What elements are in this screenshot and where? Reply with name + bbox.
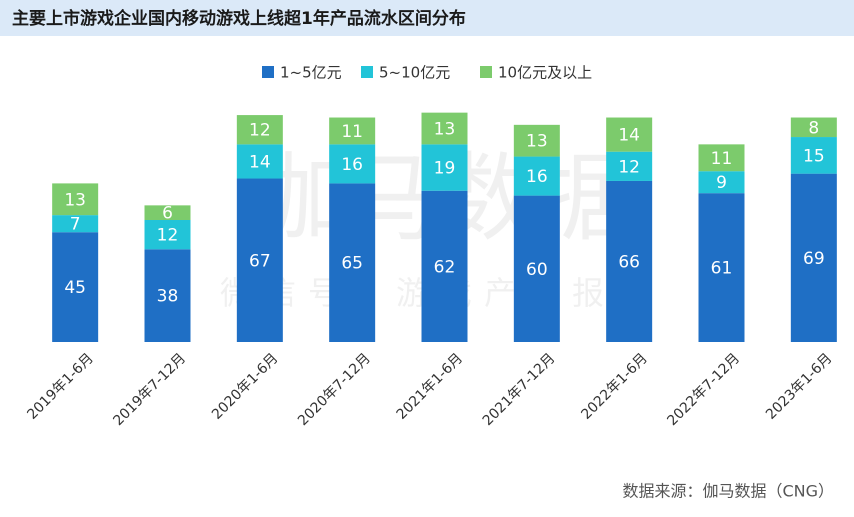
value-label: 13 [434, 120, 456, 140]
legend-label: 5~10亿元 [379, 64, 450, 82]
bar-segment [144, 205, 191, 220]
chart-title: 主要上市游戏企业国内移动游戏上线超1年产品流水区间分布 [12, 8, 466, 29]
bar-segment [329, 183, 376, 342]
value-label: 13 [64, 190, 86, 210]
bar-segment [236, 144, 283, 179]
value-label: 15 [803, 146, 825, 166]
x-tick-label: 2021年1-6月 [394, 350, 466, 422]
value-label: 11 [341, 122, 363, 142]
value-label: 60 [526, 260, 548, 280]
value-label: 9 [716, 173, 727, 193]
value-label: 13 [526, 132, 548, 152]
bar-segment [606, 180, 653, 342]
bar-segment [144, 249, 191, 342]
legend-label: 10亿元及以上 [498, 64, 592, 82]
value-label: 19 [434, 159, 456, 179]
bar-segment [421, 144, 468, 191]
x-tick-label: 2019年1-6月 [24, 350, 96, 422]
value-label: 45 [64, 278, 86, 298]
value-label: 12 [249, 121, 271, 141]
value-label: 12 [618, 157, 640, 177]
value-label: 7 [70, 215, 81, 235]
bar-segment [513, 195, 560, 342]
bar-segment [790, 173, 837, 342]
x-tick-label: 2020年1-6月 [209, 350, 281, 422]
bar-segment [144, 220, 191, 250]
bar-segment [698, 171, 745, 194]
legend-swatch [480, 66, 492, 78]
value-label: 11 [711, 149, 733, 169]
value-label: 16 [526, 167, 548, 187]
bar-segment [236, 115, 283, 145]
x-tick-label: 2019年7-12月 [110, 350, 189, 429]
value-label: 38 [157, 287, 179, 307]
x-tick-label: 2023年1-6月 [763, 350, 835, 422]
x-tick-label: 2022年7-12月 [664, 350, 743, 429]
value-label: 69 [803, 249, 825, 269]
value-label: 61 [711, 259, 733, 279]
value-label: 65 [341, 254, 363, 274]
x-tick-label: 2022年1-6月 [578, 350, 650, 422]
x-tick-label: 2020年7-12月 [295, 350, 374, 429]
bar-segment [421, 112, 468, 145]
bar-segment [606, 151, 653, 181]
value-label: 14 [618, 126, 640, 146]
value-label: 6 [162, 204, 173, 224]
value-label: 62 [434, 257, 456, 277]
bar-segment [698, 193, 745, 342]
title-bar [0, 0, 854, 36]
bar-segment [513, 124, 560, 157]
bar-segment [236, 178, 283, 342]
legend-label: 1~5亿元 [280, 64, 342, 82]
bar-segment [421, 190, 468, 342]
value-label: 12 [157, 226, 179, 246]
value-label: 8 [808, 118, 819, 138]
bar-segment [606, 117, 653, 152]
bar-segment [329, 117, 376, 145]
bar-segment [52, 232, 99, 342]
bar-segment [329, 144, 376, 184]
bar-segment [790, 137, 837, 174]
bar-segment [513, 156, 560, 196]
legend-swatch [361, 66, 373, 78]
value-label: 66 [618, 252, 640, 272]
value-label: 67 [249, 251, 271, 271]
legend-swatch [262, 66, 274, 78]
bar-segment [698, 144, 745, 172]
value-label: 14 [249, 152, 271, 172]
x-tick-label: 2021年7-12月 [480, 350, 559, 429]
bar-segment [52, 215, 99, 233]
bar-segment [52, 183, 99, 216]
value-label: 16 [341, 155, 363, 175]
source: 数据来源：伽马数据（CNG） [622, 482, 834, 501]
bar-segment [790, 117, 837, 138]
